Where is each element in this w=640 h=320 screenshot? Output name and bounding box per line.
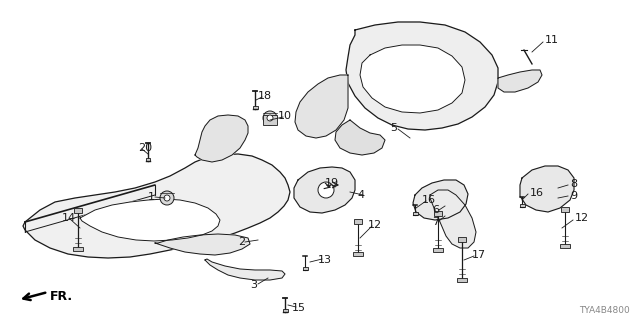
Polygon shape (295, 75, 348, 138)
Bar (560, 244, 570, 248)
Text: 19: 19 (325, 178, 339, 188)
Bar (561, 207, 569, 212)
Bar (263, 115, 277, 125)
Text: TYA4B4800: TYA4B4800 (579, 306, 630, 315)
Text: 15: 15 (292, 303, 306, 313)
Text: 6: 6 (432, 205, 439, 215)
Text: 4: 4 (357, 190, 364, 200)
Bar (354, 219, 362, 224)
Polygon shape (155, 234, 250, 255)
Text: 3: 3 (250, 280, 257, 290)
Polygon shape (346, 22, 498, 130)
Bar (303, 267, 308, 270)
Polygon shape (520, 166, 574, 212)
Polygon shape (498, 70, 542, 92)
Bar (458, 237, 466, 242)
Polygon shape (413, 180, 468, 220)
Bar (520, 204, 525, 207)
Text: 13: 13 (318, 255, 332, 265)
Bar (353, 252, 363, 256)
Circle shape (318, 182, 334, 198)
Bar (73, 247, 83, 251)
Text: 2: 2 (238, 237, 245, 247)
Polygon shape (23, 154, 290, 258)
Text: 20: 20 (138, 143, 152, 153)
Bar (413, 212, 418, 215)
Circle shape (263, 111, 277, 125)
Text: 16: 16 (530, 188, 544, 198)
Bar (74, 208, 82, 213)
Circle shape (160, 191, 174, 205)
Text: 7: 7 (432, 217, 439, 227)
Polygon shape (430, 190, 476, 248)
Bar (283, 309, 288, 312)
Circle shape (267, 115, 273, 121)
Polygon shape (80, 199, 220, 241)
Text: 12: 12 (575, 213, 589, 223)
Text: 9: 9 (570, 191, 577, 201)
Text: 17: 17 (472, 250, 486, 260)
Text: 12: 12 (368, 220, 382, 230)
Bar (434, 211, 442, 216)
Circle shape (164, 195, 170, 201)
Polygon shape (294, 167, 355, 213)
Text: 8: 8 (570, 179, 577, 189)
Polygon shape (205, 259, 285, 280)
Text: 5: 5 (390, 123, 397, 133)
Bar (146, 158, 150, 161)
Text: 16: 16 (422, 195, 436, 205)
Polygon shape (335, 120, 385, 155)
Bar (433, 248, 443, 252)
Bar (253, 106, 258, 109)
Polygon shape (195, 115, 248, 162)
Text: 1: 1 (148, 192, 155, 202)
Text: 11: 11 (545, 35, 559, 45)
Text: 10: 10 (278, 111, 292, 121)
Text: 14: 14 (62, 213, 76, 223)
Text: 18: 18 (258, 91, 272, 101)
Polygon shape (360, 45, 465, 113)
Text: FR.: FR. (50, 290, 73, 302)
Bar (457, 278, 467, 282)
